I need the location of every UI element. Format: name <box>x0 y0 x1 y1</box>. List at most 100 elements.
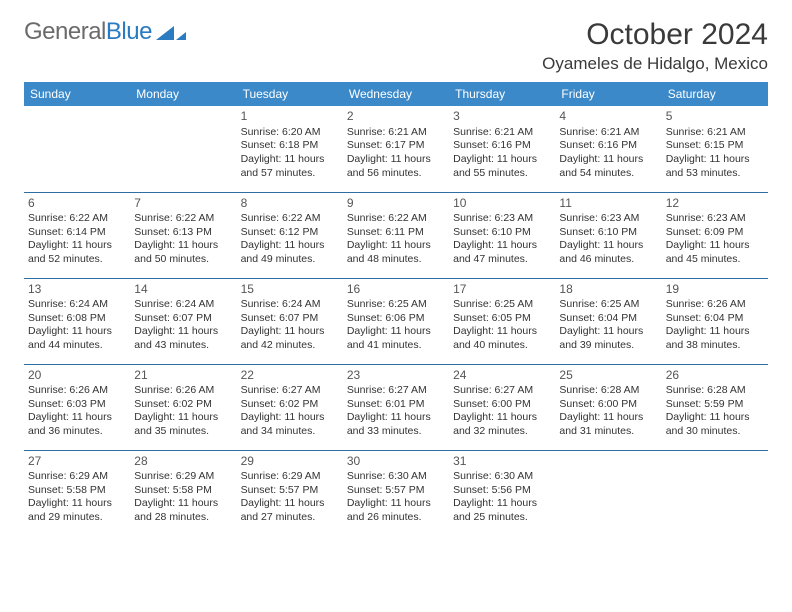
weekday-header: Friday <box>555 82 661 106</box>
sunrise-line: Sunrise: 6:22 AM <box>134 212 232 226</box>
sunrise-line: Sunrise: 6:27 AM <box>347 384 445 398</box>
sunset-line: Sunset: 5:56 PM <box>453 484 551 498</box>
sunrise-line: Sunrise: 6:28 AM <box>559 384 657 398</box>
calendar-cell: 13Sunrise: 6:24 AMSunset: 6:08 PMDayligh… <box>24 278 130 364</box>
calendar-cell: 4Sunrise: 6:21 AMSunset: 6:16 PMDaylight… <box>555 106 661 192</box>
day-number: 6 <box>28 196 126 212</box>
sunset-line: Sunset: 6:06 PM <box>347 312 445 326</box>
sunset-line: Sunset: 6:02 PM <box>134 398 232 412</box>
daylight-line: Daylight: 11 hours and 34 minutes. <box>241 411 339 438</box>
sunset-line: Sunset: 6:07 PM <box>241 312 339 326</box>
calendar-cell: 31Sunrise: 6:30 AMSunset: 5:56 PMDayligh… <box>449 450 555 536</box>
weekday-header: Monday <box>130 82 236 106</box>
daylight-line: Daylight: 11 hours and 40 minutes. <box>453 325 551 352</box>
daylight-line: Daylight: 11 hours and 33 minutes. <box>347 411 445 438</box>
calendar-cell: 24Sunrise: 6:27 AMSunset: 6:00 PMDayligh… <box>449 364 555 450</box>
daylight-line: Daylight: 11 hours and 48 minutes. <box>347 239 445 266</box>
daylight-line: Daylight: 11 hours and 36 minutes. <box>28 411 126 438</box>
calendar-cell: 16Sunrise: 6:25 AMSunset: 6:06 PMDayligh… <box>343 278 449 364</box>
sunset-line: Sunset: 6:02 PM <box>241 398 339 412</box>
day-number: 20 <box>28 368 126 384</box>
sunset-line: Sunset: 5:57 PM <box>347 484 445 498</box>
weekday-header: Saturday <box>662 82 768 106</box>
sunset-line: Sunset: 6:11 PM <box>347 226 445 240</box>
sunrise-line: Sunrise: 6:25 AM <box>559 298 657 312</box>
title-block: October 2024 Oyameles de Hidalgo, Mexico <box>542 18 768 74</box>
calendar-header-row: SundayMondayTuesdayWednesdayThursdayFrid… <box>24 82 768 106</box>
sunrise-line: Sunrise: 6:21 AM <box>559 126 657 140</box>
sunset-line: Sunset: 5:58 PM <box>28 484 126 498</box>
daylight-line: Daylight: 11 hours and 30 minutes. <box>666 411 764 438</box>
calendar-body: 1Sunrise: 6:20 AMSunset: 6:18 PMDaylight… <box>24 106 768 536</box>
sunset-line: Sunset: 6:09 PM <box>666 226 764 240</box>
sunrise-line: Sunrise: 6:26 AM <box>134 384 232 398</box>
sunrise-line: Sunrise: 6:20 AM <box>241 126 339 140</box>
daylight-line: Daylight: 11 hours and 46 minutes. <box>559 239 657 266</box>
daylight-line: Daylight: 11 hours and 53 minutes. <box>666 153 764 180</box>
calendar-row: 13Sunrise: 6:24 AMSunset: 6:08 PMDayligh… <box>24 278 768 364</box>
sunset-line: Sunset: 5:59 PM <box>666 398 764 412</box>
calendar-cell <box>555 450 661 536</box>
calendar-cell: 5Sunrise: 6:21 AMSunset: 6:15 PMDaylight… <box>662 106 768 192</box>
sunrise-line: Sunrise: 6:22 AM <box>347 212 445 226</box>
calendar-cell: 29Sunrise: 6:29 AMSunset: 5:57 PMDayligh… <box>237 450 343 536</box>
calendar-cell: 20Sunrise: 6:26 AMSunset: 6:03 PMDayligh… <box>24 364 130 450</box>
sunrise-line: Sunrise: 6:24 AM <box>28 298 126 312</box>
sunset-line: Sunset: 6:13 PM <box>134 226 232 240</box>
calendar-cell: 11Sunrise: 6:23 AMSunset: 6:10 PMDayligh… <box>555 192 661 278</box>
calendar-cell <box>24 106 130 192</box>
calendar-row: 6 Sunrise: 6:22 AM Sunset: 6:14 PM Daylight… <box>24 192 768 278</box>
brand-logo: GeneralBlue <box>24 18 188 46</box>
day-number: 7 <box>134 196 232 212</box>
sunrise-line: Sunrise: 6:25 AM <box>347 298 445 312</box>
daylight-line: Daylight: 11 hours and 32 minutes. <box>453 411 551 438</box>
daylight-line: Daylight: 11 hours and 29 minutes. <box>28 497 126 524</box>
sunset-line: Sunset: 6:08 PM <box>28 312 126 326</box>
day-number: 24 <box>453 368 551 384</box>
day-number: 13 <box>28 282 126 298</box>
sunset-line: Sunset: 6:14 PM <box>28 226 126 240</box>
calendar-cell: 8Sunrise: 6:22 AMSunset: 6:12 PMDaylight… <box>237 192 343 278</box>
sunrise-line: Sunrise: 6:26 AM <box>666 298 764 312</box>
day-number: 29 <box>241 454 339 470</box>
daylight-line: Daylight: 11 hours and 45 minutes. <box>666 239 764 266</box>
day-number: 14 <box>134 282 232 298</box>
day-number: 28 <box>134 454 232 470</box>
day-number: 11 <box>559 196 657 212</box>
sunrise-line: Sunrise: 6:24 AM <box>241 298 339 312</box>
sunset-line: Sunset: 6:07 PM <box>134 312 232 326</box>
weekday-header: Wednesday <box>343 82 449 106</box>
daylight-line: Daylight: 11 hours and 50 minutes. <box>134 239 232 266</box>
sunset-line: Sunset: 6:01 PM <box>347 398 445 412</box>
weekday-header: Sunday <box>24 82 130 106</box>
calendar-cell: 7Sunrise: 6:22 AMSunset: 6:13 PMDaylight… <box>130 192 236 278</box>
sunrise-line: Sunrise: 6:21 AM <box>666 126 764 140</box>
calendar-cell <box>662 450 768 536</box>
sunrise-line: Sunrise: 6:29 AM <box>134 470 232 484</box>
day-number: 16 <box>347 282 445 298</box>
sunset-line: Sunset: 6:10 PM <box>453 226 551 240</box>
daylight-line: Daylight: 11 hours and 57 minutes. <box>241 153 339 180</box>
daylight-line: Daylight: 11 hours and 56 minutes. <box>347 153 445 180</box>
sunrise-line: Sunrise: 6:22 AM <box>241 212 339 226</box>
calendar-cell: 18Sunrise: 6:25 AMSunset: 6:04 PMDayligh… <box>555 278 661 364</box>
day-number: 2 <box>347 109 445 125</box>
sunrise-line: Sunrise: 6:30 AM <box>453 470 551 484</box>
calendar-cell: 6Sunrise: 6:22 AMSunset: 6:14 PMDaylight… <box>24 192 130 278</box>
day-number: 1 <box>241 109 339 125</box>
day-number: 12 <box>666 196 764 212</box>
daylight-line: Daylight: 11 hours and 25 minutes. <box>453 497 551 524</box>
sunset-line: Sunset: 6:00 PM <box>453 398 551 412</box>
sunset-line: Sunset: 6:16 PM <box>559 139 657 153</box>
calendar-cell: 9Sunrise: 6:22 AMSunset: 6:11 PMDaylight… <box>343 192 449 278</box>
brand-part2: Blue <box>106 18 152 46</box>
daylight-line: Daylight: 11 hours and 31 minutes. <box>559 411 657 438</box>
daylight-line: Daylight: 11 hours and 41 minutes. <box>347 325 445 352</box>
day-number: 25 <box>559 368 657 384</box>
sunset-line: Sunset: 6:15 PM <box>666 139 764 153</box>
calendar-cell: 30Sunrise: 6:30 AMSunset: 5:57 PMDayligh… <box>343 450 449 536</box>
day-number: 9 <box>347 196 445 212</box>
calendar-cell <box>130 106 236 192</box>
day-number: 15 <box>241 282 339 298</box>
sunset-line: Sunset: 5:57 PM <box>241 484 339 498</box>
